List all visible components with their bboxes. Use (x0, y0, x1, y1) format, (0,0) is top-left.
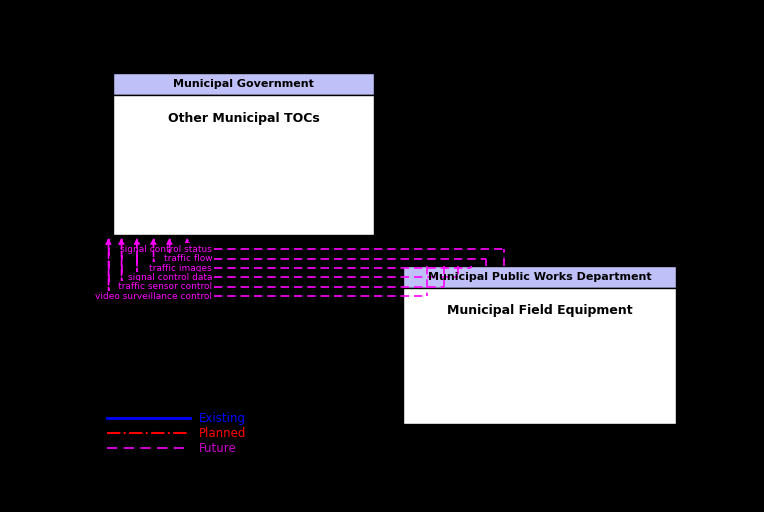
Text: Municipal Public Works Department: Municipal Public Works Department (428, 272, 652, 282)
Text: Other Municipal TOCs: Other Municipal TOCs (167, 112, 319, 125)
Bar (403, 266, 676, 288)
Text: Municipal Government: Municipal Government (173, 79, 314, 89)
Text: traffic images: traffic images (150, 264, 212, 272)
Text: Planned: Planned (199, 426, 247, 440)
Text: video surveillance control: video surveillance control (96, 292, 212, 301)
Text: Future: Future (199, 442, 237, 455)
Bar (113, 73, 374, 95)
Bar (113, 95, 374, 235)
Text: traffic sensor control: traffic sensor control (118, 283, 212, 291)
Text: Existing: Existing (199, 412, 246, 425)
Bar (403, 288, 676, 424)
Text: traffic flow: traffic flow (163, 254, 212, 263)
Text: signal control status: signal control status (120, 245, 212, 253)
Text: Municipal Field Equipment: Municipal Field Equipment (447, 305, 633, 317)
Text: signal control data: signal control data (128, 273, 212, 282)
